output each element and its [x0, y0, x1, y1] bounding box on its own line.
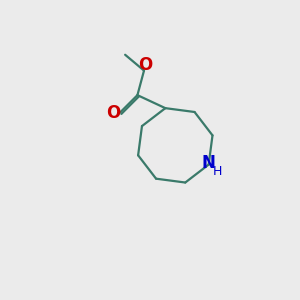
- Text: N: N: [202, 154, 216, 172]
- Text: O: O: [106, 104, 120, 122]
- Text: H: H: [212, 165, 222, 178]
- Text: O: O: [138, 56, 152, 74]
